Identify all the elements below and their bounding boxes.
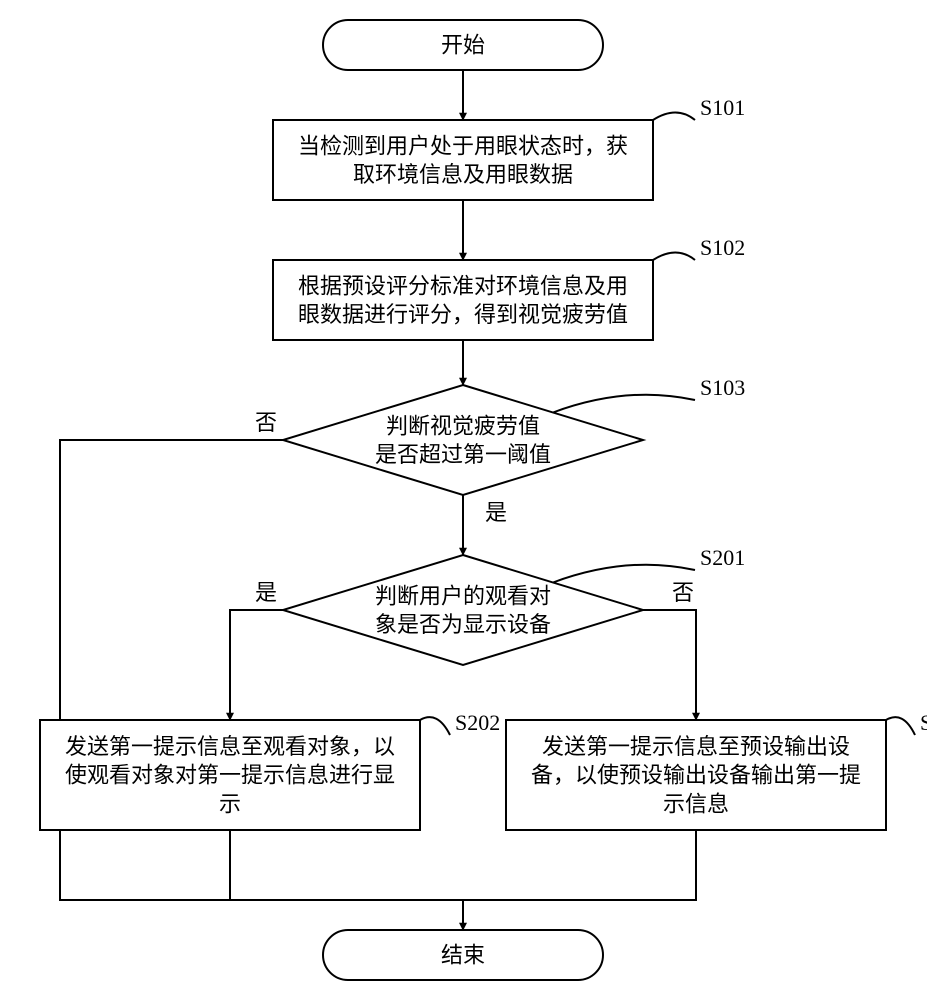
node-text: 取环境信息及用眼数据 — [353, 162, 573, 187]
node-text: 使观看对象对第一提示信息进行显 — [65, 763, 395, 788]
edge — [230, 610, 283, 720]
node-text: 当检测到用户处于用眼状态时，获 — [298, 133, 628, 158]
nodes-layer: 开始当检测到用户处于用眼状态时，获取环境信息及用眼数据 S101 根据预设评分标准对… — [40, 20, 927, 980]
node-text: 判断视觉疲劳值 — [386, 413, 540, 438]
step-tag: S103 — [700, 375, 745, 400]
node-text: 示信息 — [663, 791, 729, 816]
node-text: 判断用户的观看对 — [375, 583, 551, 608]
node-s201: 判断用户的观看对象是否为显示设备 S201 — [283, 545, 745, 665]
edge — [230, 830, 463, 930]
node-text: 结束 — [441, 943, 485, 968]
node-text: 备，以使预设输出设备输出第一提 — [531, 763, 861, 788]
node-s101: 当检测到用户处于用眼状态时，获取环境信息及用眼数据 S101 — [273, 95, 745, 200]
step-tag: S101 — [700, 95, 745, 120]
tag-leader — [420, 717, 450, 735]
node-end: 结束 — [323, 930, 603, 980]
edge-label: 否 — [255, 410, 277, 435]
tag-leader — [553, 395, 695, 413]
node-text: 示 — [219, 791, 241, 816]
node-text: 眼数据进行评分，得到视觉疲劳值 — [298, 302, 628, 327]
node-text: 根据预设评分标准对环境信息及用 — [298, 273, 628, 298]
edge-label: 是 — [485, 500, 507, 525]
edge-label: 否 — [672, 580, 694, 605]
edge-label: 是 — [255, 580, 277, 605]
flowchart-canvas: 是是否否开始当检测到用户处于用眼状态时，获取环境信息及用眼数据S101根据预设评… — [0, 0, 927, 1000]
step-tag: S202 — [455, 710, 500, 735]
edge — [463, 830, 696, 900]
node-start: 开始 — [323, 20, 603, 70]
node-text: 象是否为显示设备 — [375, 612, 551, 637]
node-text: 发送第一提示信息至观看对象，以 — [65, 734, 395, 759]
step-tag: S201 — [700, 545, 745, 570]
tag-leader — [653, 113, 695, 121]
edge — [643, 610, 696, 720]
node-s102: 根据预设评分标准对环境信息及用眼数据进行评分，得到视觉疲劳值 S102 — [273, 235, 745, 340]
node-s202: 发送第一提示信息至观看对象，以使观看对象对第一提示信息进行显示 S202 — [40, 710, 500, 830]
node-s203: 发送第一提示信息至预设输出设备，以使预设输出设备输出第一提示信息 S203 — [506, 710, 927, 830]
node-text: 发送第一提示信息至预设输出设 — [542, 734, 850, 759]
step-tag: S102 — [700, 235, 745, 260]
tag-leader — [886, 717, 915, 735]
node-text: 是否超过第一阈值 — [375, 442, 551, 467]
node-text: 开始 — [441, 33, 485, 58]
node-s103: 判断视觉疲劳值是否超过第一阈值 S103 — [283, 375, 745, 495]
step-tag: S203 — [920, 710, 927, 735]
tag-leader — [653, 253, 695, 261]
